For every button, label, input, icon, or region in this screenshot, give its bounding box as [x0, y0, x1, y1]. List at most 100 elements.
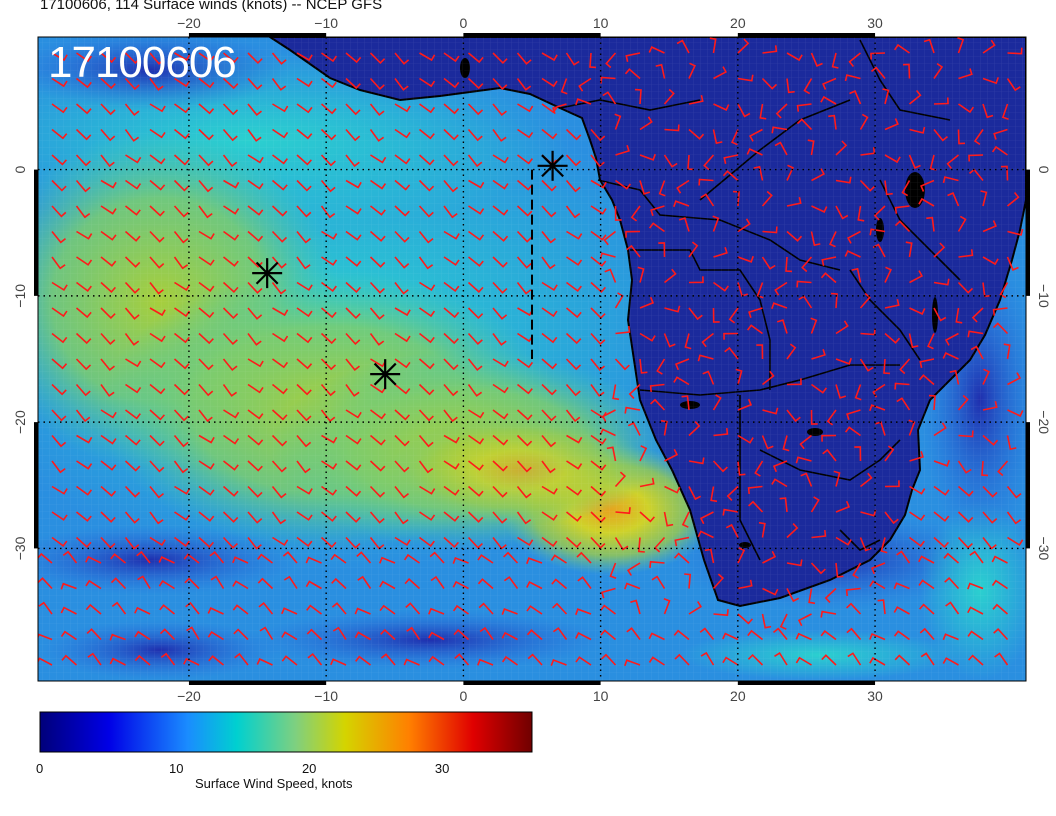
wind-barb: [673, 629, 690, 641]
wind-barb: [404, 577, 421, 590]
wind-barb: [980, 190, 988, 207]
wind-barb: [565, 358, 582, 371]
wind-barb: [222, 536, 238, 549]
wind-barb: [354, 631, 371, 641]
wind-barb: [942, 657, 959, 666]
wind-barb: [737, 613, 753, 625]
wind-barb: [369, 434, 386, 446]
wind-barb: [762, 370, 775, 386]
wind-barb: [173, 154, 190, 166]
wind-barb: [198, 52, 215, 63]
wind-barb: [958, 249, 974, 258]
wind-barb: [795, 632, 812, 641]
wind-barb: [655, 63, 666, 79]
wind-barb: [296, 536, 313, 548]
wind-barb: [870, 66, 886, 80]
wind-barb: [967, 330, 984, 338]
wind-barb: [124, 77, 140, 91]
wind-barb: [418, 409, 434, 422]
wind-barb: [501, 655, 518, 666]
wind-barb: [394, 282, 409, 295]
wind-barb: [467, 128, 483, 142]
wind-barb: [933, 97, 949, 105]
wind-barb: [198, 179, 214, 193]
wind-barb: [271, 256, 287, 269]
wind-barb: [796, 118, 813, 131]
wind-barb: [674, 358, 690, 371]
lat-tick-label-right: −20: [1036, 410, 1052, 434]
wind-barb: [771, 302, 788, 310]
wind-barb: [526, 581, 543, 590]
wind-barb: [722, 170, 739, 182]
wind-barb: [443, 536, 459, 549]
wind-barb: [51, 434, 67, 448]
wind-barb: [761, 613, 772, 629]
wind-barb: [944, 576, 960, 590]
wind-barb: [942, 352, 959, 360]
axis-tick-labels: −20 −20 −10 −10 0 0 10 10 20 20 30 30 0 0 −10 −10 −20 −20…: [12, 15, 1052, 704]
wind-barb: [824, 587, 837, 603]
wind-barb: [982, 39, 996, 54]
wind-barb: [565, 409, 581, 423]
wind-barb: [857, 205, 865, 222]
wind-barb: [551, 578, 568, 590]
wind-barb: [428, 607, 445, 615]
wind-barb: [820, 610, 837, 618]
wind-barb: [174, 485, 191, 495]
wind-barb: [125, 154, 142, 164]
wind-barb: [394, 485, 410, 499]
wind-barb: [149, 256, 165, 269]
wind-barb: [85, 579, 102, 590]
wind-barb: [810, 496, 820, 513]
wind-barb: [684, 573, 692, 589]
wind-barb: [222, 307, 239, 320]
wind-barb: [565, 383, 581, 397]
wind-barb: [1006, 435, 1017, 451]
wind-barb: [467, 307, 484, 320]
wind-barb: [370, 179, 387, 190]
wind-barb: [419, 511, 436, 521]
wind-barb: [443, 230, 460, 240]
wind-barb: [737, 547, 746, 564]
wind-barb: [443, 434, 460, 444]
wind-barb: [149, 383, 166, 395]
wind-barb: [541, 434, 557, 448]
wind-barb: [369, 129, 385, 142]
wind-barb: [600, 629, 617, 641]
wind-barb: [639, 332, 656, 342]
wind-barb: [320, 307, 337, 319]
wind-barb: [909, 270, 923, 284]
wind-barb: [933, 485, 950, 496]
wind-barb: [256, 658, 273, 666]
wind-barb: [844, 74, 861, 82]
wind-barb: [810, 562, 826, 575]
wind-barb: [968, 154, 984, 162]
wind-barb: [957, 129, 966, 145]
wind-barb: [762, 587, 779, 596]
wind-barb: [232, 556, 249, 564]
wind-barb: [124, 103, 140, 117]
wind-barb: [75, 332, 92, 345]
wind-barb: [321, 52, 338, 63]
wind-barb: [296, 179, 312, 192]
wind-barb: [918, 555, 935, 564]
wind-barb: [807, 139, 815, 156]
wind-barb: [590, 485, 607, 497]
wind-barb: [443, 485, 460, 496]
wind-barb: [124, 460, 141, 472]
wind-barb: [198, 103, 215, 115]
wind-barb: [624, 406, 641, 414]
wind-barb: [639, 180, 651, 195]
wind-barb: [527, 653, 543, 666]
wind-barb: [1006, 256, 1019, 271]
colorbar-tick-label: 30: [434, 761, 450, 776]
wind-barb: [648, 632, 665, 641]
wind-barb: [848, 52, 862, 68]
wind-barb: [982, 485, 998, 498]
wind-barb: [257, 553, 273, 564]
wind-barb: [982, 511, 998, 524]
wind-barb: [369, 77, 385, 91]
wind-barb: [452, 604, 469, 615]
wind-barb: [795, 656, 812, 666]
wind-barb: [443, 358, 459, 371]
